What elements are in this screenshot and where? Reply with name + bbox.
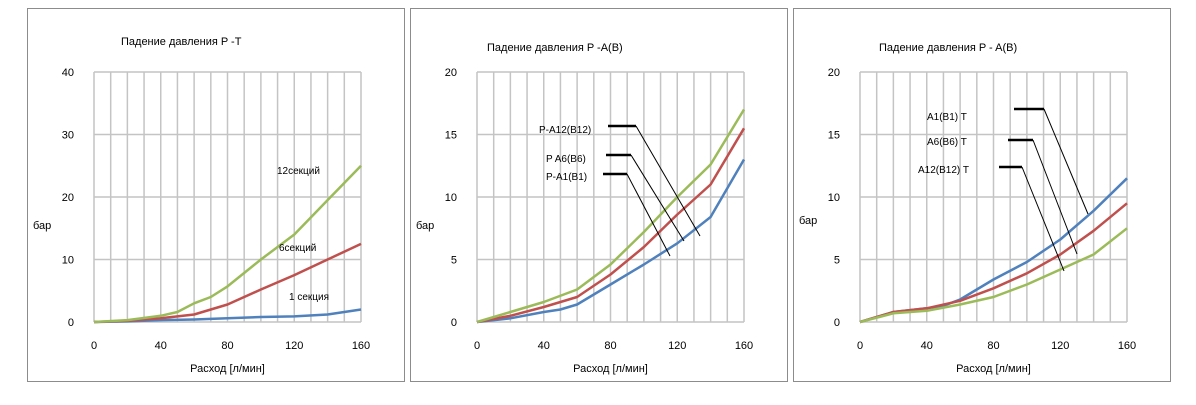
- x-tick-label: 40: [538, 340, 550, 352]
- y-tick-label: 5: [834, 255, 840, 267]
- chart-panel-tank: Падение давления P -T 0 10 20 30 40 0 40 80 120 16…: [27, 8, 405, 382]
- y-tick-label: 0: [451, 317, 457, 329]
- x-tick-label: 80: [221, 340, 233, 352]
- series-annotation: 12секций: [277, 166, 320, 177]
- x-tick-label: 40: [921, 340, 933, 352]
- y-axis-label: бар: [416, 220, 434, 232]
- chart-title: Падение давления P - A(B): [879, 42, 1017, 54]
- x-tick-label: 40: [155, 340, 167, 352]
- x-tick-label: 0: [474, 340, 480, 352]
- leader-line: [1021, 166, 1065, 272]
- y-tick-label: 20: [62, 192, 74, 204]
- series-line: [476, 108, 746, 324]
- series-annotation: P A6(B6): [546, 154, 586, 165]
- y-tick-label: 5: [451, 255, 457, 267]
- x-tick-label: 120: [1051, 340, 1069, 352]
- x-tick-label: 160: [735, 340, 753, 352]
- chart-panel-port-to-tank: Падение давления P - A(B) 0 5 10 15 20 0 40 80 12…: [793, 8, 1171, 382]
- x-tick-label: 0: [91, 340, 97, 352]
- chart-title: Падение давления P -A(B): [487, 42, 623, 54]
- y-tick-label: 10: [828, 192, 840, 204]
- x-tick-label: 80: [604, 340, 616, 352]
- x-tick-label: 120: [668, 340, 686, 352]
- chart-svg: Падение давления P -A(B) 0 5 10 15 20 0 40 80 120…: [416, 42, 753, 375]
- series-line: [93, 164, 362, 324]
- y-axis-label: бар: [33, 220, 51, 232]
- series-line: [93, 242, 362, 324]
- chart-panel-pressure-to-port: Падение давления P -A(B) 0 5 10 15 20 0 40 80 120…: [410, 8, 788, 382]
- y-tick-label: 10: [445, 192, 457, 204]
- series-annotation: A6(B6) T: [927, 137, 967, 148]
- y-tick-label: 0: [68, 317, 74, 329]
- chart-title: Падение давления P -T: [121, 36, 242, 48]
- series-line: [476, 127, 746, 324]
- series-annotation: 1 секция: [289, 292, 329, 303]
- series-line: [859, 202, 1128, 324]
- y-tick-label: 10: [62, 255, 74, 267]
- x-tick-label: 0: [857, 340, 863, 352]
- series-annotation: P-A1(B1): [546, 172, 587, 183]
- chart-svg: Падение давления P -T 0 10 20 30 40 0 40 80 120 16…: [33, 36, 370, 375]
- series-annotation: A1(B1) T: [927, 112, 967, 123]
- x-tick-label: 120: [285, 340, 303, 352]
- y-tick-label: 40: [62, 67, 74, 79]
- y-tick-label: 15: [828, 130, 840, 142]
- series-line: [476, 158, 746, 324]
- y-tick-label: 30: [62, 130, 74, 142]
- y-tick-label: 15: [445, 130, 457, 142]
- chart-svg: Падение давления P - A(B) 0 5 10 15 20 0 40 80 12…: [799, 42, 1136, 375]
- x-tick-label: 160: [352, 340, 370, 352]
- leader-line: [630, 154, 685, 242]
- y-tick-label: 0: [834, 317, 840, 329]
- leader-line: [1032, 139, 1078, 255]
- x-tick-label: 160: [1118, 340, 1136, 352]
- leader-line: [626, 173, 671, 257]
- y-tick-label: 20: [445, 67, 457, 79]
- series-line: [859, 227, 1128, 324]
- series-annotation: A12(B12) T: [918, 165, 969, 176]
- x-tick-label: 80: [987, 340, 999, 352]
- series-annotation: 6секций: [279, 243, 316, 254]
- y-axis-label: бар: [799, 215, 817, 227]
- y-tick-label: 20: [828, 67, 840, 79]
- x-axis-label: Расход [л/мин]: [190, 363, 265, 375]
- leader-line: [1043, 108, 1089, 215]
- leader-line: [635, 125, 701, 237]
- series-annotation: P-A12(B12): [539, 125, 591, 136]
- x-axis-label: Расход [л/мин]: [573, 363, 648, 375]
- x-axis-label: Расход [л/мин]: [956, 363, 1031, 375]
